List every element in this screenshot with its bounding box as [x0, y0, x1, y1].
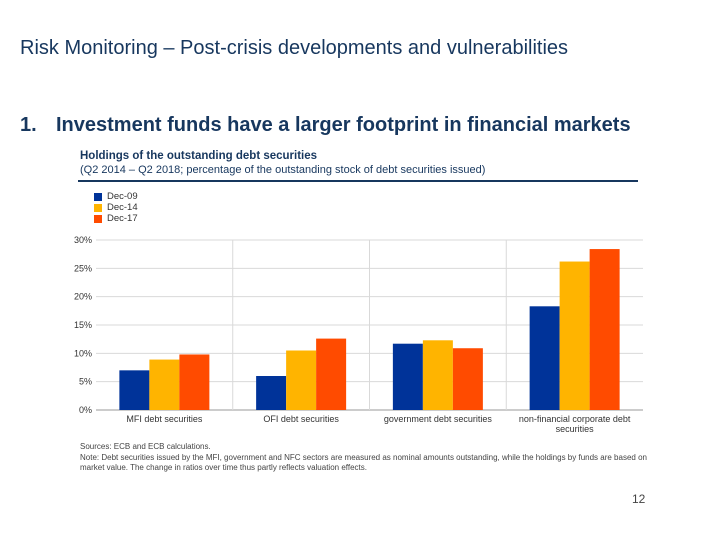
bar-dec-17 [179, 354, 210, 410]
bar-dec-14 [286, 350, 317, 410]
chart-title-rule [78, 180, 638, 182]
bar-dec-14 [149, 359, 180, 410]
bar-dec-09 [392, 343, 423, 410]
y-tick-label: 25% [74, 263, 92, 273]
legend-item: Dec-17 [94, 213, 138, 224]
slide-title: Risk Monitoring – Post-crisis developmen… [20, 37, 569, 59]
legend-label-dec-09: Dec-09 [107, 191, 138, 202]
bar-dec-14 [559, 261, 590, 410]
bar-dec-17 [589, 249, 620, 410]
x-tick-label: government debt securities [384, 414, 493, 424]
legend-swatch-dec-17 [94, 214, 102, 223]
y-tick-label: 20% [74, 292, 92, 302]
y-tick-label: 30% [74, 235, 92, 245]
y-tick-label: 5% [79, 377, 92, 387]
y-tick-label: 15% [74, 320, 92, 330]
chart-legend: Dec-09 Dec-14 Dec-17 [94, 191, 138, 224]
slide-subtitle: 1. Investment funds have a larger footpri… [20, 114, 710, 137]
bar-dec-17 [316, 338, 347, 410]
chart-source: Sources: ECB and ECB calculations. [80, 442, 211, 451]
chart-subtitle: (Q2 2014 – Q2 2018; percentage of the ou… [80, 164, 486, 176]
page-number: 12 [632, 492, 646, 506]
bar-dec-14 [422, 340, 453, 410]
x-tick-label: MFI debt securities [126, 414, 203, 424]
x-tick-label: OFI debt securities [263, 414, 339, 424]
legend-swatch-dec-09 [94, 192, 102, 201]
y-tick-label: 10% [74, 348, 92, 358]
subtitle-number: 1. [20, 114, 37, 136]
bar-dec-17 [452, 348, 483, 410]
legend-item: Dec-09 [94, 191, 138, 202]
chart-panel: Holdings of the outstanding debt securit… [68, 148, 648, 478]
legend-label-dec-17: Dec-17 [107, 213, 138, 224]
legend-swatch-dec-14 [94, 203, 102, 212]
bar-dec-09 [529, 306, 560, 410]
legend-item: Dec-14 [94, 202, 138, 213]
x-tick-label: non-financial corporate debt securities [519, 414, 631, 434]
bar-dec-09 [256, 376, 287, 410]
bar-chart: 0% 5% 10% 15% 20% 25% 30% MFI debt securities OF… [74, 235, 643, 434]
subtitle-text: Investment funds have a larger footprint… [56, 114, 631, 136]
chart-title: Holdings of the outstanding debt securit… [80, 150, 318, 162]
bar-dec-09 [119, 370, 150, 410]
y-tick-label: 0% [79, 405, 92, 415]
chart-note: Note: Debt securities issued by the MFI,… [80, 453, 647, 472]
legend-label-dec-14: Dec-14 [107, 202, 138, 213]
